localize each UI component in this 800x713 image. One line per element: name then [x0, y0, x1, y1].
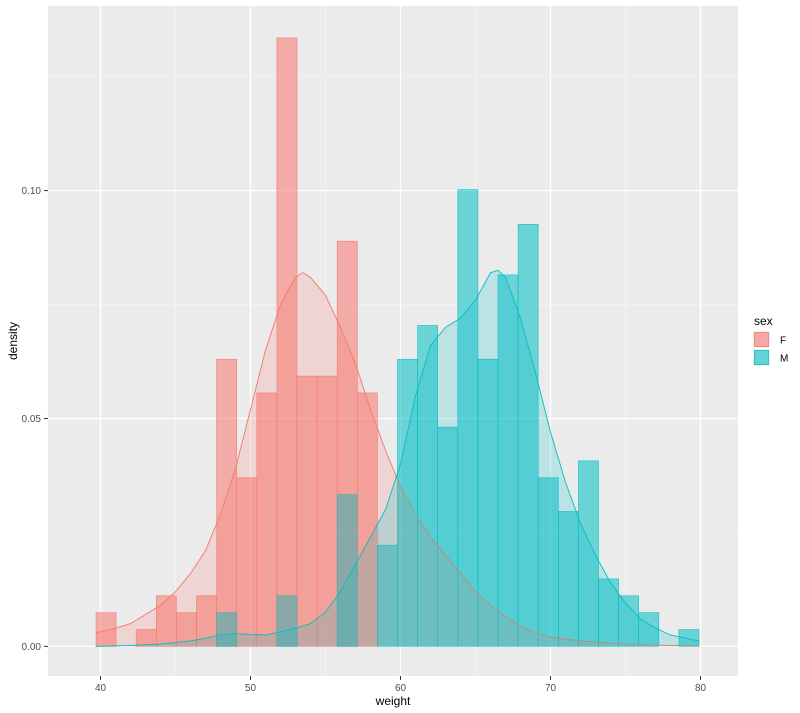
legend-title: sex: [754, 314, 773, 328]
legend-label-F: F: [780, 336, 786, 347]
legend-key-F: [754, 332, 769, 347]
bar-M: [678, 629, 700, 647]
x-tick-label: 60: [395, 683, 407, 694]
density-line-F: [95, 272, 700, 647]
x-tick-label: 70: [545, 683, 557, 694]
y-axis-title: density: [6, 322, 20, 360]
density-line-M: [95, 269, 700, 647]
legend: sex FM: [753, 314, 788, 366]
series-M: [216, 189, 700, 647]
series-layer: [95, 37, 700, 647]
density-area-F: [96, 272, 699, 647]
x-tick-label: 50: [245, 683, 257, 694]
y-tick-label: 0.05: [22, 414, 42, 425]
y-tick-label: 0.10: [22, 186, 42, 197]
bar-M: [517, 224, 539, 647]
legend-key-M: [754, 350, 769, 365]
bar-M: [336, 494, 358, 647]
x-tick-label: 40: [95, 683, 107, 694]
bar-M: [276, 595, 298, 647]
bar-M: [216, 612, 238, 647]
legend-label-M: M: [780, 354, 788, 365]
y-axis: 0.00 0.05 0.10: [22, 186, 48, 653]
density-area-M: [96, 270, 699, 647]
x-axis: 40 50 60 70 80: [95, 676, 707, 694]
y-tick-label: 0.00: [22, 642, 42, 653]
x-axis-title: weight: [375, 694, 411, 708]
bar-M: [578, 460, 599, 647]
x-tick-label: 80: [695, 683, 707, 694]
